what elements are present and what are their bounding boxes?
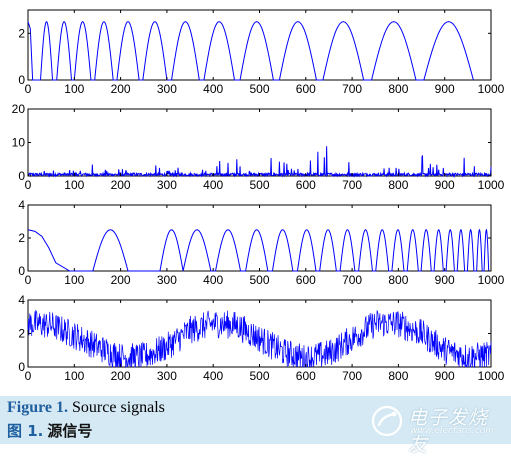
x-tick-label: 0: [25, 273, 32, 287]
x-tick-label: 600: [296, 369, 316, 383]
x-tick-label: 400: [203, 369, 223, 383]
x-tick-label: 1000: [478, 369, 505, 383]
x-tick-label: 100: [64, 82, 84, 96]
x-tick-label: 700: [342, 369, 362, 383]
y-tick-label: 2: [18, 26, 25, 40]
x-tick-label: 1000: [478, 82, 505, 96]
y-tick-label: 0: [18, 264, 25, 278]
y-tick-label: 4: [18, 293, 25, 307]
y-tick-label: 0: [18, 360, 25, 374]
watermark-url: www.elecfans.com: [410, 426, 495, 436]
caption-chinese-text: 源信号: [47, 422, 93, 440]
signal-line: [27, 228, 490, 272]
x-tick-label: 200: [111, 273, 131, 287]
x-tick-label: 0: [25, 369, 32, 383]
x-tick-label: 500: [249, 178, 269, 192]
x-tick-label: 1000: [478, 273, 505, 287]
signal-panel-4: 0 100 200 300 400 500 600 700 800 900 1000 0 2 4: [18, 293, 504, 383]
x-tick-label: 1000: [478, 178, 505, 192]
figure-caption: Figure 1. Source signals 图 1. 源信号: [0, 396, 511, 444]
x-tick-label: 400: [203, 82, 223, 96]
x-tick-label: 300: [157, 82, 177, 96]
x-tick-label: 800: [388, 273, 408, 287]
signal-line: [27, 20, 474, 81]
y-tick-label: 20: [12, 102, 26, 116]
x-tick-label: 200: [111, 369, 131, 383]
x-tick-label: 800: [388, 82, 408, 96]
x-tick-label: 400: [203, 178, 223, 192]
x-tick-label: 900: [435, 273, 455, 287]
x-tick-label: 700: [342, 178, 362, 192]
x-tick-label: 500: [249, 82, 269, 96]
x-tick-label: 100: [64, 369, 84, 383]
signal-panel-1: 0 100 200 300 400 500 600 700 800 900 1000 0 2: [18, 9, 505, 96]
x-tick-label: 900: [435, 82, 455, 96]
x-tick-label: 0: [25, 82, 32, 96]
watermark-logo-icon: [371, 405, 403, 437]
signal-panel-3: 0 100 200 300 400 500 600 700 800 900 1000 0 2 4: [18, 198, 504, 287]
x-tick-label: 0: [25, 178, 32, 192]
y-tick-label: 4: [18, 198, 25, 212]
y-tick-label: 2: [18, 327, 25, 341]
plot-frame: [27, 9, 492, 81]
x-tick-label: 800: [388, 178, 408, 192]
x-tick-label: 500: [249, 273, 269, 287]
x-tick-label: 500: [249, 369, 269, 383]
x-tick-label: 100: [64, 273, 84, 287]
x-tick-label: 300: [157, 273, 177, 287]
x-tick-label: 700: [342, 82, 362, 96]
signal-line: [27, 309, 492, 369]
x-tick-label: 800: [388, 369, 408, 383]
x-tick-label: 100: [64, 178, 84, 192]
x-tick-label: 400: [203, 273, 223, 287]
plot-frame: [27, 204, 492, 272]
y-tick-label: 10: [12, 136, 26, 150]
y-tick-label: 0: [18, 169, 25, 183]
x-tick-label: 600: [296, 82, 316, 96]
caption-english-text: Source signals: [68, 399, 165, 416]
x-tick-label: 700: [342, 273, 362, 287]
x-tick-label: 900: [435, 178, 455, 192]
signal-panel-2: 0 100 200 300 400 500 600 700 800 900 1000 0 10 20: [12, 102, 505, 192]
caption-english-label: Figure 1.: [7, 399, 69, 416]
x-tick-label: 200: [111, 178, 131, 192]
caption-chinese: 图 1. 源信号: [7, 420, 92, 441]
y-tick-label: 2: [18, 231, 25, 245]
watermark: 电子发烧友 www.elecfans.com: [370, 402, 506, 456]
x-tick-label: 300: [157, 178, 177, 192]
caption-chinese-label: 图 1.: [7, 422, 44, 440]
y-tick-label: 0: [18, 73, 25, 87]
x-tick-label: 200: [111, 82, 131, 96]
x-tick-label: 300: [157, 369, 177, 383]
x-tick-label: 600: [296, 273, 316, 287]
x-tick-label: 600: [296, 178, 316, 192]
caption-english: Figure 1. Source signals: [7, 399, 165, 417]
x-tick-label: 900: [435, 369, 455, 383]
